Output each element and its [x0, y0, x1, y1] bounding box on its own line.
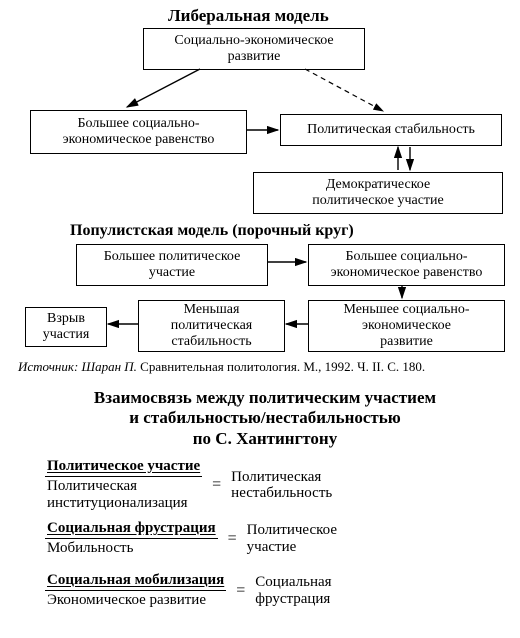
rhs: Политическаянестабильность: [231, 469, 332, 502]
title-text: Взаимосвязь между политическим участиеми…: [94, 388, 436, 448]
node-label: Большее социально-экономическое равенств…: [331, 249, 483, 281]
node-label: Меньшее социально-экономическоеразвитие: [343, 302, 469, 350]
node-political-stability: Политическая стабильность: [280, 114, 502, 146]
equation-2: Социальная фрустрация Мобильность = Поли…: [45, 520, 337, 557]
node-lesser-stability: Меньшаяполитическаястабильность: [138, 300, 285, 352]
equation-3: Социальная мобилизация Экономическое раз…: [45, 572, 332, 609]
fraction: Социальная фрустрация Мобильность: [45, 520, 218, 557]
node-label: Политическая стабильность: [307, 122, 475, 138]
numerator: Социальная фрустрация: [45, 520, 218, 539]
equals-sign: =: [228, 530, 237, 548]
equals-sign: =: [236, 582, 245, 600]
node-label: Социально-экономическоеразвитие: [174, 33, 333, 65]
node-lesser-development: Меньшее социально-экономическоеразвитие: [308, 300, 505, 352]
node-label: Большее социально-экономическое равенств…: [63, 116, 215, 148]
node-democratic-participation: Демократическоеполитическое участие: [253, 172, 503, 214]
source-rest: Сравнительная политология. М., 1992. Ч. …: [137, 359, 425, 374]
node-label: Взрывучастия: [43, 311, 90, 343]
numerator: Социальная мобилизация: [45, 572, 226, 591]
populist-model-title: Популистская модель (порочный круг): [70, 222, 354, 240]
node-greater-participation: Большее политическоеучастие: [76, 244, 268, 286]
huntington-title: Взаимосвязь между политическим участиеми…: [55, 388, 475, 449]
node-participation-explosion: Взрывучастия: [25, 307, 107, 347]
denominator: Политическаяинституционализация: [45, 477, 202, 512]
numerator: Политическое участие: [45, 458, 202, 477]
rhs: Политическоеучастие: [247, 522, 337, 555]
fraction: Социальная мобилизация Экономическое раз…: [45, 572, 226, 609]
fraction: Политическое участие Политическаяинститу…: [45, 458, 202, 512]
source-italic: Источник: Шаран П.: [18, 359, 137, 374]
equation-1: Политическое участие Политическаяинститу…: [45, 458, 332, 512]
node-socioeconomic-development: Социально-экономическоеразвитие: [143, 28, 365, 70]
node-greater-equality-2: Большее социально-экономическое равенств…: [308, 244, 505, 286]
node-label: Большее политическоеучастие: [104, 249, 241, 281]
denominator: Экономическое развитие: [45, 591, 226, 609]
denominator: Мобильность: [45, 539, 218, 557]
rhs: Социальнаяфрустрация: [255, 574, 331, 607]
node-label: Демократическоеполитическое участие: [312, 177, 443, 209]
node-greater-equality: Большее социально-экономическое равенств…: [30, 110, 247, 154]
equals-sign: =: [212, 476, 221, 494]
liberal-model-title: Либеральная модель: [168, 6, 329, 26]
source-citation: Источник: Шаран П. Сравнительная политол…: [18, 359, 425, 375]
node-label: Меньшаяполитическаястабильность: [171, 302, 252, 350]
